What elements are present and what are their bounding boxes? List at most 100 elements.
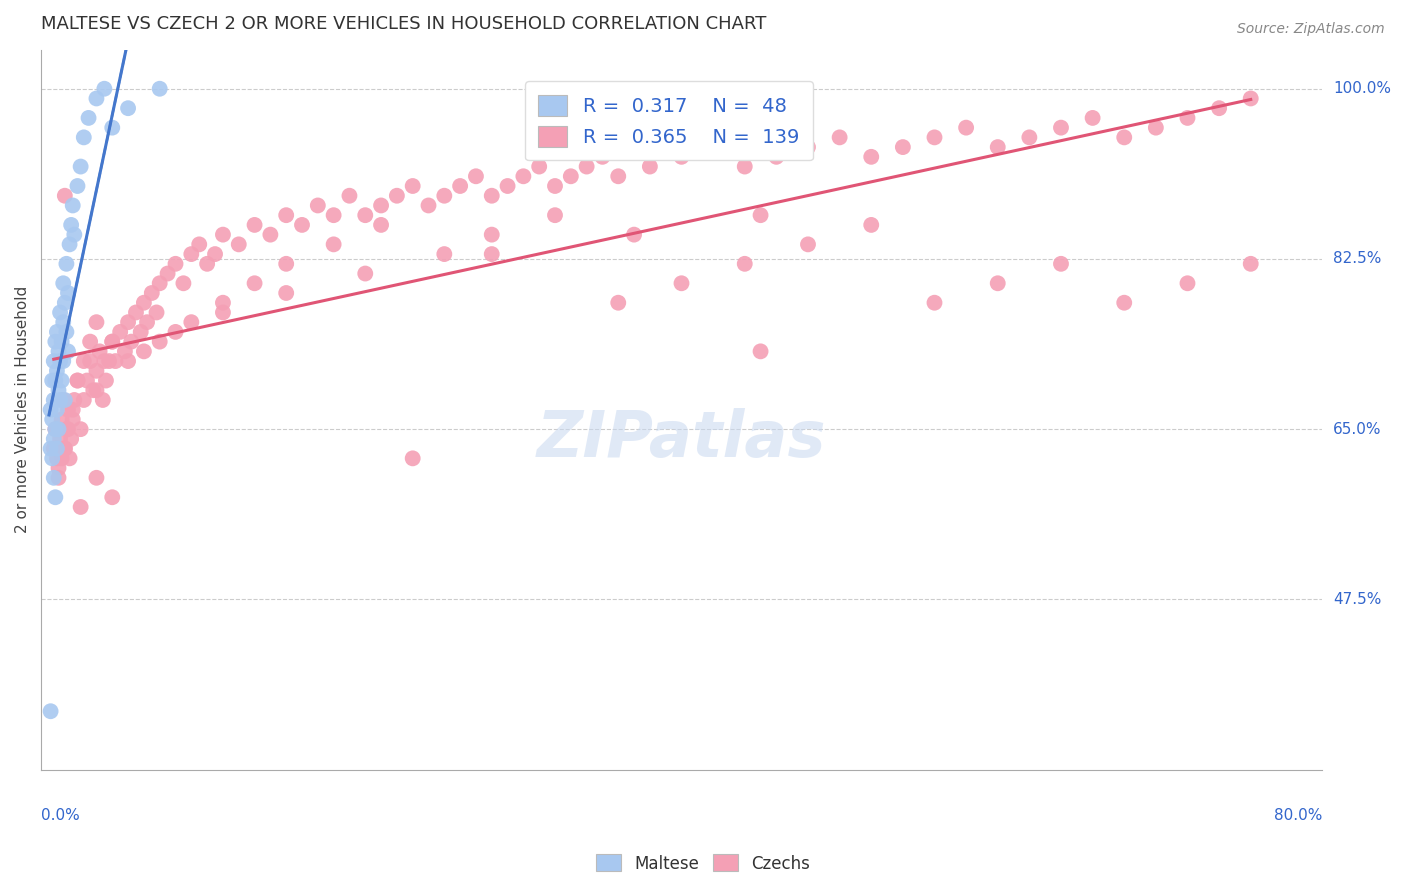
- Point: [354, 208, 377, 222]
- Point: [481, 247, 503, 261]
- Point: [69, 500, 91, 514]
- Point: [149, 277, 172, 291]
- Point: [1177, 277, 1199, 291]
- Point: [204, 247, 226, 261]
- Point: [591, 150, 613, 164]
- Point: [44, 422, 66, 436]
- Text: 47.5%: 47.5%: [1333, 592, 1381, 607]
- Point: [955, 120, 977, 135]
- Point: [129, 325, 152, 339]
- Point: [42, 354, 65, 368]
- Point: [101, 334, 124, 349]
- Point: [52, 277, 75, 291]
- Point: [212, 227, 235, 242]
- Point: [44, 334, 66, 349]
- Point: [607, 169, 630, 184]
- Point: [39, 442, 62, 456]
- Point: [797, 140, 820, 154]
- Point: [45, 325, 67, 339]
- Point: [797, 237, 820, 252]
- Point: [44, 422, 66, 436]
- Point: [132, 344, 155, 359]
- Point: [51, 334, 73, 349]
- Point: [987, 140, 1010, 154]
- Point: [51, 374, 73, 388]
- Point: [449, 179, 471, 194]
- Point: [402, 179, 425, 194]
- Point: [69, 160, 91, 174]
- Point: [101, 334, 124, 349]
- Point: [53, 188, 76, 202]
- Point: [44, 490, 66, 504]
- Legend: R =  0.317    N =  48, R =  0.365    N =  139: R = 0.317 N = 48, R = 0.365 N = 139: [524, 81, 813, 161]
- Point: [1081, 111, 1104, 125]
- Point: [56, 285, 79, 300]
- Point: [89, 344, 111, 359]
- Point: [180, 315, 202, 329]
- Point: [53, 442, 76, 456]
- Point: [136, 315, 159, 329]
- Point: [433, 188, 456, 202]
- Point: [48, 471, 70, 485]
- Point: [496, 179, 519, 194]
- Point: [42, 471, 65, 485]
- Point: [66, 179, 89, 194]
- Point: [891, 140, 914, 154]
- Point: [125, 305, 148, 319]
- Point: [370, 198, 392, 212]
- Point: [53, 392, 76, 407]
- Point: [120, 334, 142, 349]
- Point: [734, 257, 756, 271]
- Text: Source: ZipAtlas.com: Source: ZipAtlas.com: [1237, 22, 1385, 37]
- Point: [39, 402, 62, 417]
- Point: [322, 237, 344, 252]
- Point: [73, 130, 96, 145]
- Point: [45, 442, 67, 456]
- Point: [276, 257, 298, 271]
- Point: [45, 402, 67, 417]
- Point: [101, 490, 124, 504]
- Point: [433, 247, 456, 261]
- Point: [98, 354, 121, 368]
- Point: [58, 237, 80, 252]
- Point: [55, 257, 77, 271]
- Point: [93, 354, 115, 368]
- Point: [86, 91, 108, 105]
- Point: [276, 285, 298, 300]
- Point: [117, 315, 139, 329]
- Point: [60, 218, 83, 232]
- Point: [60, 432, 83, 446]
- Point: [55, 325, 77, 339]
- Point: [117, 101, 139, 115]
- Point: [117, 354, 139, 368]
- Point: [82, 384, 104, 398]
- Point: [243, 277, 266, 291]
- Point: [860, 218, 883, 232]
- Point: [370, 218, 392, 232]
- Point: [1018, 130, 1040, 145]
- Point: [63, 392, 86, 407]
- Point: [94, 374, 117, 388]
- Point: [481, 227, 503, 242]
- Point: [55, 422, 77, 436]
- Point: [307, 198, 329, 212]
- Point: [79, 334, 101, 349]
- Point: [44, 374, 66, 388]
- Point: [402, 451, 425, 466]
- Point: [48, 384, 70, 398]
- Point: [702, 140, 724, 154]
- Point: [66, 374, 89, 388]
- Point: [560, 169, 582, 184]
- Point: [69, 422, 91, 436]
- Point: [145, 305, 167, 319]
- Text: MALTESE VS CZECH 2 OR MORE VEHICLES IN HOUSEHOLD CORRELATION CHART: MALTESE VS CZECH 2 OR MORE VEHICLES IN H…: [41, 15, 766, 33]
- Point: [77, 111, 100, 125]
- Point: [41, 374, 63, 388]
- Point: [623, 227, 645, 242]
- Point: [924, 295, 946, 310]
- Point: [607, 295, 630, 310]
- Point: [66, 374, 89, 388]
- Text: 65.0%: 65.0%: [1333, 422, 1382, 437]
- Point: [1050, 120, 1073, 135]
- Point: [76, 374, 98, 388]
